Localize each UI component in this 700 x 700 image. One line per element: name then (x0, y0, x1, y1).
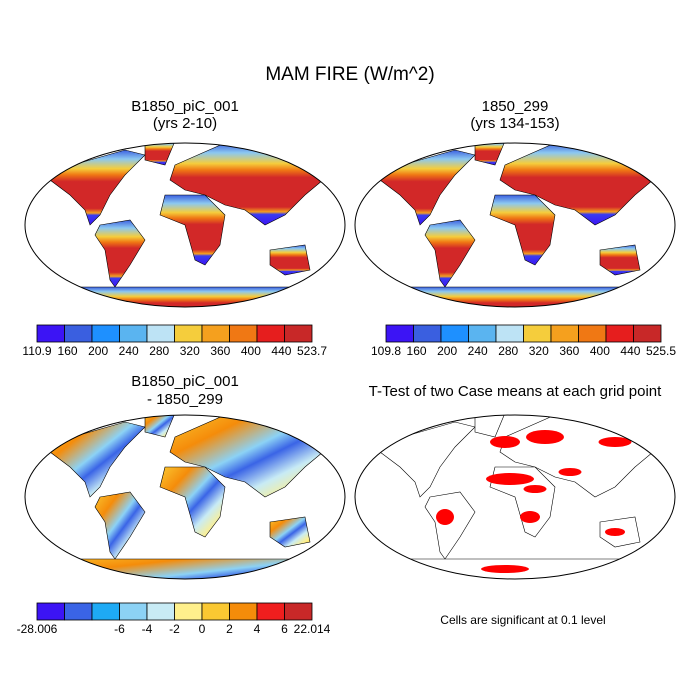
colorbar-box (256, 324, 285, 343)
colorbar-label: 400 (590, 344, 610, 358)
colorbar-label: 0 (199, 622, 206, 636)
continents (25, 143, 345, 307)
colorbar-label: -28.006 (17, 622, 58, 636)
panel-title: 1850_299 (482, 98, 549, 115)
map-land (25, 143, 345, 307)
colorbar-label: 523.7 (297, 344, 327, 358)
panel-title: - 1850_299 (147, 391, 223, 408)
colorbar-label: 360 (559, 344, 579, 358)
colorbar-box (633, 324, 662, 343)
colorbar-label: 280 (498, 344, 518, 358)
colorbar-label: -2 (169, 622, 180, 636)
colorbar-box (174, 602, 203, 621)
colorbar-box (64, 602, 93, 621)
colorbar-label: 320 (180, 344, 200, 358)
colorbar-label: 440 (271, 344, 291, 358)
colorbar-box (201, 324, 230, 343)
map (24, 414, 346, 580)
colorbar-label: 280 (149, 344, 169, 358)
panel-title: (yrs 134-153) (470, 115, 559, 132)
colorbar-box (146, 324, 175, 343)
note: Cells are significant at 0.1 level (440, 613, 605, 627)
colorbar-box (146, 602, 175, 621)
colorbar-box (229, 324, 258, 343)
colorbar-box (36, 324, 65, 343)
colorbar-label: 240 (468, 344, 488, 358)
colorbar-label: 440 (620, 344, 640, 358)
colorbar-box (284, 324, 313, 343)
colorbar-label: 6 (281, 622, 288, 636)
significant-cells (436, 509, 454, 525)
colorbar-label: 200 (437, 344, 457, 358)
panel-title: B1850_piC_001 (131, 98, 239, 115)
colorbar-label: 320 (529, 344, 549, 358)
panel-title: T-Test of two Case means at each grid po… (369, 383, 662, 400)
colorbar-box (36, 602, 65, 621)
colorbar-box (229, 602, 258, 621)
colorbar-box (578, 324, 607, 343)
colorbar-box (284, 602, 313, 621)
significant-cells (481, 565, 529, 573)
colorbar-box (523, 324, 552, 343)
panel-title: (yrs 2-10) (153, 115, 217, 132)
colorbar-box (119, 324, 148, 343)
panel-title: B1850_piC_001 (131, 373, 239, 390)
colorbar-box (119, 602, 148, 621)
significant-cells (598, 437, 632, 447)
colorbar-label: 160 (58, 344, 78, 358)
colorbar-label: 200 (88, 344, 108, 358)
colorbar-box (550, 324, 579, 343)
colorbar-label: 22.014 (294, 622, 331, 636)
significant-cells (605, 528, 625, 536)
colorbar-label: 110.9 (22, 344, 51, 358)
colorbar-box (413, 324, 442, 343)
colorbar-label: 160 (407, 344, 427, 358)
map-border (354, 142, 676, 308)
map-border (354, 414, 676, 580)
map (354, 142, 676, 308)
colorbar-label: 4 (254, 622, 261, 636)
significant-cells (486, 473, 534, 485)
colorbar-box (256, 602, 285, 621)
colorbar-label: 360 (210, 344, 230, 358)
colorbar-label: 525.5 (646, 344, 676, 358)
colorbar-label: -6 (114, 622, 125, 636)
significant-cells (520, 511, 540, 523)
colorbar-box (174, 324, 203, 343)
colorbar-box (201, 602, 230, 621)
colorbar-label: -4 (142, 622, 153, 636)
colorbar-label: 2 (226, 622, 233, 636)
colorbar-box (440, 324, 469, 343)
colorbar-label: 400 (241, 344, 261, 358)
map-land (25, 415, 345, 579)
colorbar-label: 109.8 (371, 344, 401, 358)
map-border (24, 414, 346, 580)
map-land (355, 415, 675, 579)
figure-title: MAM FIRE (W/m^2) (265, 64, 434, 85)
continents (355, 143, 675, 307)
colorbar-box (91, 324, 120, 343)
colorbar-label: 240 (119, 344, 139, 358)
significant-cells (523, 485, 547, 493)
colorbar-box (495, 324, 524, 343)
continents (25, 415, 345, 579)
colorbar-box (91, 602, 120, 621)
colorbar-box (605, 324, 634, 343)
map (354, 414, 676, 580)
map-border (24, 142, 346, 308)
significant-cells (558, 468, 582, 476)
map (24, 142, 346, 308)
significant-cells (490, 436, 520, 448)
significant-cells (526, 430, 564, 444)
map-land (355, 143, 675, 307)
colorbar-box (385, 324, 414, 343)
colorbar-box (468, 324, 497, 343)
colorbar-box (64, 324, 93, 343)
